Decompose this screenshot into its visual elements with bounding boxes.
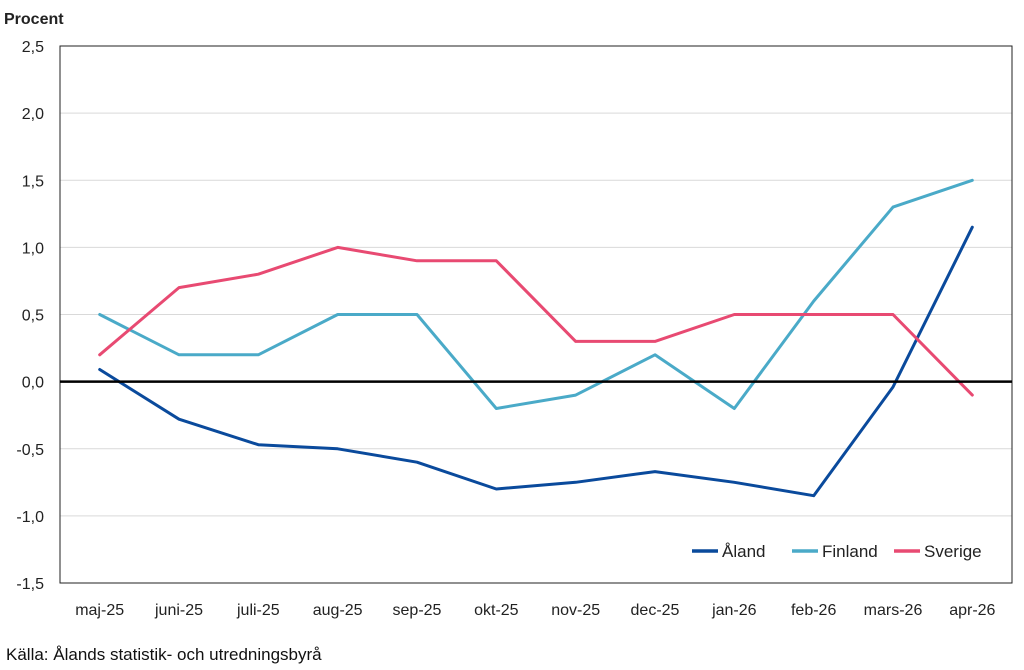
x-tick-label: juni-25 (154, 602, 203, 619)
y-axis-title: Procent (4, 11, 64, 28)
x-tick-label: jan-26 (711, 602, 757, 619)
y-tick-label: -1,5 (16, 576, 44, 593)
x-tick-label: aug-25 (313, 602, 363, 619)
plot-area-frame (59, 45, 1013, 584)
x-tick-label: okt-25 (474, 602, 519, 619)
x-tick-label: nov-25 (551, 602, 600, 619)
y-tick-label: 0,0 (22, 375, 44, 392)
legend: Åland Finland Sverige (692, 542, 982, 561)
x-tick-label: dec-25 (631, 602, 680, 619)
x-tick-labels: maj-25 juni-25 juli-25 aug-25 sep-25 okt-25 no… (75, 602, 995, 619)
x-tick-label: juli-25 (236, 602, 280, 619)
series-line-finland (98, 178, 974, 410)
source-note: Källa: Ålands statistik- och utredningsb… (6, 645, 322, 664)
x-tick-label: feb-26 (791, 602, 836, 619)
series-line-sverige (98, 245, 974, 397)
series-lines (60, 178, 1012, 498)
x-tick-label: apr-26 (949, 602, 995, 619)
legend-label-aland: Åland (722, 542, 765, 561)
x-tick-label: mars-26 (864, 602, 923, 619)
legend-label-finland: Finland (822, 542, 878, 561)
y-tick-label: 2,5 (22, 39, 44, 56)
legend-label-sverige: Sverige (924, 542, 982, 561)
y-tick-label: -0,5 (16, 442, 44, 459)
x-tick-label: sep-25 (393, 602, 442, 619)
gridlines (59, 45, 1013, 584)
series-line-aland (98, 225, 974, 498)
y-tick-label: 2,0 (22, 106, 44, 123)
y-tick-label: 1,5 (22, 173, 44, 190)
x-tick-label: maj-25 (75, 602, 124, 619)
y-tick-label: 0,5 (22, 308, 44, 325)
y-tick-labels: 2,5 2,0 1,5 1,0 0,5 0,0 -0,5 -1,0 -1,5 (16, 39, 44, 593)
y-tick-label: -1,0 (16, 509, 44, 526)
y-tick-label: 1,0 (22, 240, 44, 257)
line-chart: Procent 2,5 2,0 1,5 1,0 0,5 0,0 -0,5 -1,0 -1,5 m… (4, 11, 1013, 619)
